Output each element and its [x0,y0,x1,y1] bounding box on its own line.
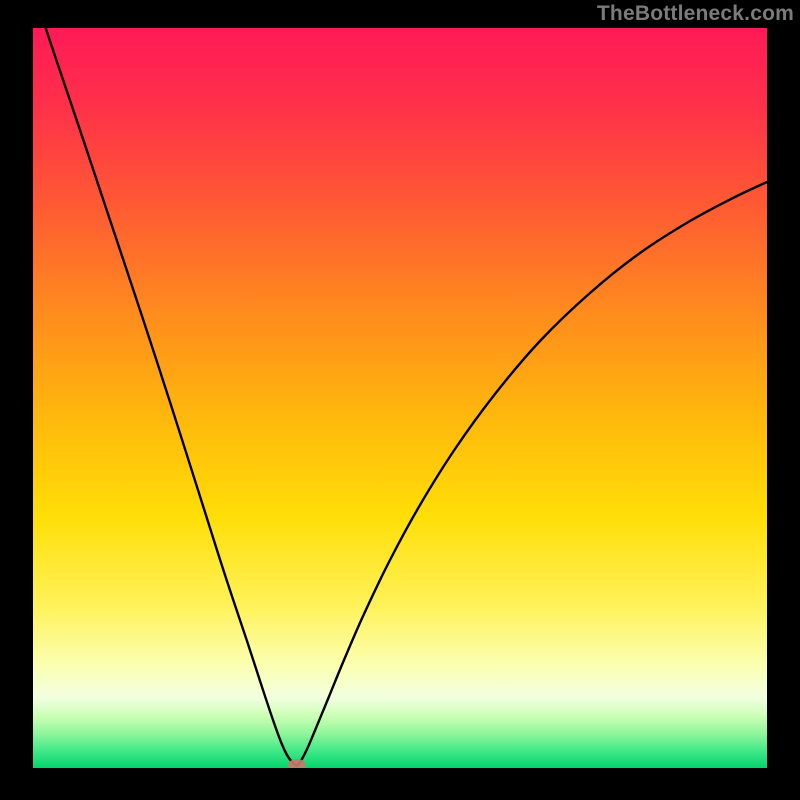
plot-gradient-background [33,28,767,768]
bottleneck-chart [0,0,800,800]
attribution-text: TheBottleneck.com [597,0,800,26]
